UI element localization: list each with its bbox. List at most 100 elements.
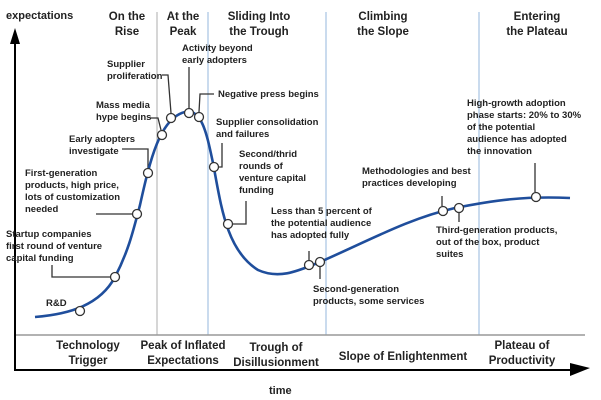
milestone-label-line: products, high price, (25, 180, 119, 191)
milestone-label-line: capital funding (6, 253, 74, 264)
milestone-label-line: Negative press begins (218, 89, 319, 100)
phase-label-line: Slope of Enlightenment (339, 351, 468, 363)
milestone-label-line: Activity beyond (182, 43, 253, 54)
milestone-label-line: hype begins (96, 112, 151, 123)
stage-header-line: Rise (115, 26, 139, 38)
phase-label-line: Plateau of (495, 340, 550, 352)
phase-label-line: Trigger (69, 355, 109, 367)
milestone-label-line: and failures (216, 129, 269, 140)
milestone-label-line: Less than 5 percent of (271, 206, 373, 217)
milestone-label-line: of the potential (467, 122, 535, 133)
phase-label-line: Expectations (147, 355, 219, 367)
milestone-label: Third-generation products, out of the box… (436, 225, 557, 260)
stage-header-line: Sliding Into (228, 11, 291, 23)
milestone-label: Second-generation products, some services (313, 284, 424, 307)
phase-label-line: Trough of (249, 342, 302, 354)
milestone-marker (314, 256, 326, 268)
phase-label: Slope of Enlightenment (339, 351, 468, 363)
milestone-label-line: High-growth adoption (467, 98, 566, 109)
milestone-label: Startup companies first round of venture c… (6, 229, 102, 264)
milestone-marker (222, 218, 234, 230)
phase-label: Plateau of Productivity (489, 340, 556, 367)
milestone-label-line: venture capital (239, 173, 306, 184)
milestone-marker (437, 205, 449, 217)
milestone-marker (131, 208, 143, 220)
milestone-label: Mass media hype begins (96, 100, 151, 123)
milestone-label-line: First-generation (25, 168, 98, 179)
stage-header-line: Climbing (358, 11, 407, 23)
leader-line (233, 201, 247, 225)
milestone-label-line: Mass media (96, 100, 151, 111)
milestone-label-line: Second-generation (313, 284, 399, 295)
phase-label: Technology Trigger (56, 340, 120, 367)
milestone-label-line: Methodologies and best (362, 166, 472, 177)
milestone-marker (109, 271, 121, 283)
milestone-label: First-generation products, high price, lot… (25, 168, 120, 215)
hype-curve (34, 110, 571, 319)
milestone-label-line: R&D (46, 298, 67, 309)
milestone-label-line: investigate (69, 146, 119, 157)
milestone-label-line: products, some services (313, 296, 424, 307)
milestone-marker (74, 305, 86, 317)
stage-header-line: At the (167, 11, 200, 23)
leader-line (150, 117, 162, 131)
stage-header-line: On the (109, 11, 145, 23)
milestone-marker (193, 111, 205, 123)
phase-label-line: Disillusionment (233, 357, 319, 369)
milestone-label-line: has adopted fully (271, 230, 350, 241)
milestone-label-line: Supplier consolidation (216, 117, 319, 128)
stage-header-line: Entering (514, 11, 561, 23)
stage-header: Entering the Plateau (506, 11, 567, 38)
milestone-marker (156, 129, 168, 141)
milestone-label-line: out of the box, product (436, 237, 540, 248)
y-axis-label: expectations (6, 10, 73, 22)
stage-header-line: Peak (170, 26, 197, 38)
milestone-marker (453, 202, 465, 214)
stage-header-line: the Slope (357, 26, 409, 38)
milestone-label-line: Early adopters (69, 134, 135, 145)
leader-line (219, 143, 223, 168)
milestone-marker (208, 161, 220, 173)
leader-line (162, 74, 172, 114)
milestone-marker (183, 107, 195, 119)
milestone-label: High-growth adoption phase starts: 20% to… (467, 98, 582, 157)
y-axis-arrow-icon (10, 28, 20, 44)
milestone-label: Supplier proliferation (107, 59, 163, 82)
milestone-label-line: proliferation (107, 71, 163, 82)
stage-header-line: the Plateau (506, 26, 567, 38)
stage-header: Climbing the Slope (357, 11, 409, 38)
milestone-label-line: funding (239, 185, 274, 196)
phase-label-line: Productivity (489, 355, 556, 367)
milestone-label-line: Startup companies (6, 229, 92, 240)
phase-label-line: Technology (56, 340, 120, 352)
milestone-label-line: Supplier (107, 59, 145, 70)
milestone-label: Supplier consolidation and failures (216, 117, 319, 140)
milestone-label: Early adopters investigate (69, 134, 135, 157)
x-axis-label: time (269, 385, 292, 397)
milestone-label: Second/thrid rounds of venture capital fund… (239, 149, 306, 196)
milestone-label-line: early adopters (182, 55, 247, 66)
milestone-label-line: lots of customization (25, 192, 120, 203)
stage-header: On the Rise (109, 11, 145, 38)
milestone-marker (530, 191, 542, 203)
stage-header: Sliding Into the Trough (228, 11, 291, 38)
milestone-label-line: the innovation (467, 146, 532, 157)
milestone-label: R&D (46, 298, 67, 309)
milestone-label-line: needed (25, 204, 58, 215)
leader-line (51, 265, 111, 278)
milestone-marker (142, 167, 154, 179)
stage-header-line: the Trough (229, 26, 288, 38)
x-axis-arrow-icon (570, 363, 590, 376)
milestone-label-line: practices developing (362, 178, 457, 189)
milestone-label-line: first round of venture (6, 241, 102, 252)
milestone-label: Negative press begins (218, 89, 319, 100)
stage-header: At the Peak (167, 11, 200, 38)
leader-line (198, 93, 214, 113)
phase-label: Peak of Inflated Expectations (141, 340, 226, 367)
milestone-label: Less than 5 percent of the potential audi… (271, 206, 373, 241)
phase-label-line: Peak of Inflated (141, 340, 226, 352)
milestone-label-line: Second/thrid (239, 149, 297, 160)
milestone-label: Activity beyond early adopters (182, 43, 253, 66)
milestone-label-line: phase starts: 20% to 30% (467, 110, 582, 121)
